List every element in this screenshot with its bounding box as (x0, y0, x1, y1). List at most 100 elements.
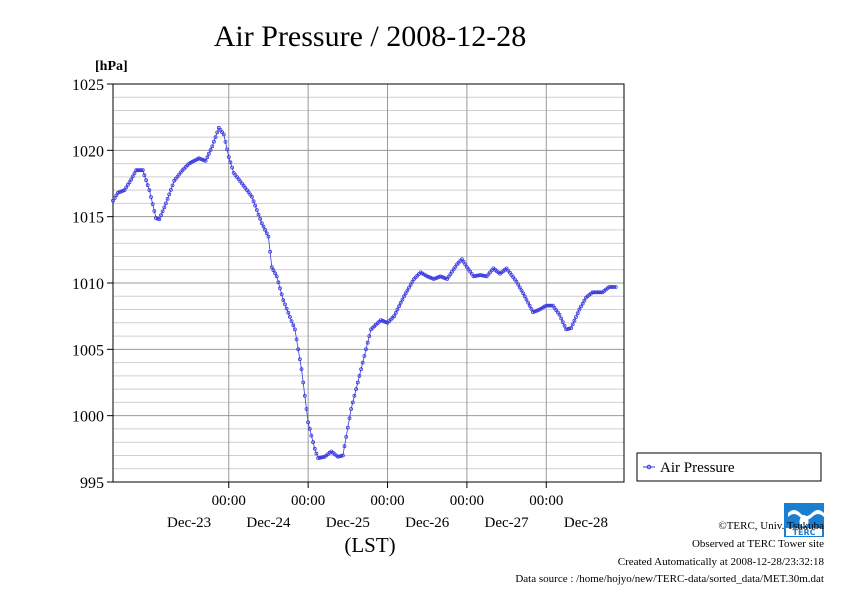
x-tick-label: 00:00 (291, 493, 325, 509)
data-point (112, 196, 117, 201)
y-tick-label: 1025 (72, 77, 104, 94)
data-point (294, 337, 299, 342)
data-point (314, 451, 319, 456)
data-point (167, 192, 172, 197)
data-point (446, 274, 451, 279)
data-point (559, 316, 564, 321)
data-point (258, 216, 263, 221)
data-point (483, 274, 488, 278)
data-point (612, 285, 616, 289)
data-point (114, 193, 119, 198)
data-point (613, 285, 618, 289)
data-point (312, 446, 317, 451)
data-point (296, 347, 301, 352)
data-point (309, 433, 314, 438)
data-point (345, 425, 350, 430)
data-point (130, 174, 135, 179)
terc-logo: TERC (784, 503, 824, 537)
data-point (289, 319, 294, 324)
data-point (344, 434, 349, 439)
data-point (144, 178, 149, 183)
data-point (284, 306, 289, 311)
data-point (221, 132, 226, 137)
data-point (342, 444, 347, 449)
data-point (230, 165, 235, 170)
data-point (359, 367, 364, 372)
data-point (478, 273, 483, 277)
data-point (163, 201, 168, 206)
data-point (139, 168, 144, 173)
data-point (170, 183, 175, 188)
data-point (223, 139, 228, 144)
data-point (311, 440, 316, 445)
data-point (354, 387, 359, 392)
data-point (122, 188, 127, 193)
data-point (521, 291, 525, 296)
data-point (205, 155, 210, 160)
data-point (562, 323, 567, 328)
y-axis-unit: [hPa] (95, 59, 128, 74)
data-point (557, 312, 562, 317)
data-point (261, 224, 266, 229)
data-point (365, 340, 370, 345)
x-tick-label: 00:00 (370, 493, 404, 509)
data-point (168, 187, 173, 192)
data-point (264, 231, 269, 236)
data-point (286, 310, 291, 315)
data-point (147, 188, 152, 193)
data-point (400, 297, 405, 302)
data-point (519, 288, 524, 293)
data-point (319, 455, 324, 460)
x-day-label: Dec-27 (485, 515, 530, 531)
data-point (210, 144, 215, 149)
data-point (355, 380, 360, 385)
data-point (431, 277, 436, 281)
x-day-label: Dec-26 (405, 515, 450, 531)
data-point (402, 294, 407, 299)
data-point (251, 199, 256, 204)
data-point (213, 135, 218, 140)
data-point (142, 173, 147, 178)
data-point (226, 155, 231, 159)
data-point (145, 183, 150, 188)
data-point (564, 327, 568, 332)
x-tick-label: 00:00 (212, 493, 246, 509)
grid (113, 84, 624, 482)
data-point (228, 160, 233, 165)
footer-created: Created Automatically at 2008-12-28/23:3… (617, 556, 824, 568)
data-point (278, 286, 282, 291)
data-point (127, 180, 132, 185)
data-point (461, 259, 466, 264)
data-point (208, 148, 213, 152)
data-point (364, 347, 368, 352)
y-axis: 995 1000 1005 1010 1015 1020 1025 (72, 77, 113, 492)
data-point (254, 208, 259, 212)
series-air-pressure (111, 125, 618, 461)
data-point (157, 217, 162, 222)
data-point (304, 407, 309, 411)
data-point (317, 455, 322, 460)
data-point (117, 190, 122, 195)
data-point (570, 322, 575, 327)
data-point (392, 314, 397, 319)
data-point (291, 323, 296, 328)
logo-text: TERC (793, 528, 816, 537)
x-tick-label: 00:00 (529, 493, 563, 509)
data-point (410, 279, 415, 284)
data-point (150, 202, 155, 207)
x-day-label: Dec-28 (564, 515, 608, 531)
data-point (281, 298, 286, 303)
data-point (481, 273, 486, 278)
data-point (527, 303, 532, 308)
data-point (474, 273, 479, 278)
footer-observed: Observed at TERC Tower site (691, 538, 824, 550)
data-point (367, 334, 372, 339)
data-point (582, 298, 587, 303)
data-point (126, 182, 130, 187)
y-tick-label: 1015 (72, 210, 104, 227)
data-point (357, 373, 362, 378)
data-point (560, 320, 565, 325)
footer-source: Data source : /home/hojyo/new/TERC-data/… (515, 573, 824, 585)
